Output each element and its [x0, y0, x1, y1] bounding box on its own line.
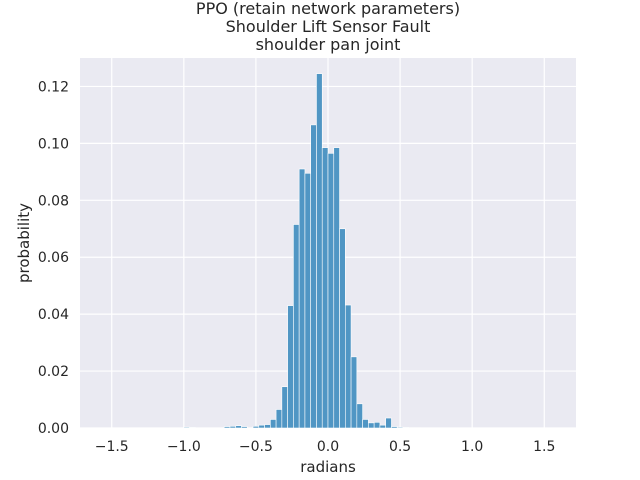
histogram-bar	[189, 427, 196, 429]
x-tick-label: 1.5	[533, 439, 555, 455]
histogram-bar	[396, 426, 404, 429]
histogram-bar	[304, 172, 311, 429]
histogram-bar	[264, 424, 271, 429]
histogram-bar	[270, 419, 277, 429]
y-tick-label: 0.10	[38, 136, 69, 152]
histogram-bar	[275, 409, 283, 429]
histogram-bar	[258, 424, 265, 429]
y-tick-label: 0.00	[38, 421, 69, 437]
histogram-bar	[281, 386, 288, 429]
x-tick-label: −0.5	[239, 439, 273, 455]
histogram-bar	[235, 425, 242, 429]
histogram-bar	[345, 304, 352, 429]
histogram-bar	[356, 403, 363, 429]
histogram-bar	[391, 426, 398, 429]
y-axis-ticks: 0.00 0.02 0.04 0.06 0.08 0.10 0.12	[38, 79, 69, 437]
histogram-bar	[333, 147, 340, 429]
histogram-bar	[379, 424, 386, 429]
x-tick-label: 0.0	[317, 439, 339, 455]
histogram-bar	[293, 224, 300, 429]
histogram-bar	[310, 124, 317, 429]
y-tick-label: 0.08	[38, 193, 69, 209]
histogram-bar	[368, 422, 375, 429]
histogram-bar	[339, 228, 346, 429]
histogram-bar	[402, 427, 410, 429]
chart-title-line-2: Shoulder Lift Sensor Fault	[226, 17, 431, 36]
x-axis-ticks: −1.5 −1.0 −0.5 0.0 0.5 1.0 1.5	[95, 439, 556, 455]
x-tick-label: 0.5	[389, 439, 411, 455]
x-axis-label: radians	[300, 458, 356, 476]
x-tick-label: 1.0	[461, 439, 483, 455]
y-tick-label: 0.06	[38, 250, 69, 266]
histogram-bar	[321, 147, 329, 429]
histogram-bar	[252, 425, 260, 429]
histogram-bar	[385, 417, 392, 429]
histogram-bar	[362, 419, 369, 429]
histogram-bar	[298, 168, 306, 429]
histogram-bar	[223, 426, 231, 429]
y-tick-label: 0.12	[38, 79, 69, 95]
chart-title-line-3: shoulder pan joint	[256, 35, 401, 54]
histogram-bar	[327, 153, 335, 429]
histogram-bar	[229, 425, 237, 429]
y-tick-label: 0.04	[38, 307, 69, 323]
histogram-bar	[241, 426, 248, 429]
histogram-bar	[316, 73, 323, 429]
histogram-bar	[350, 356, 358, 429]
x-tick-label: −1.5	[95, 439, 129, 455]
histogram-bar	[373, 422, 381, 429]
y-tick-label: 0.02	[38, 364, 69, 380]
histogram-bar	[287, 305, 294, 429]
chart-title-line-1: PPO (retain network parameters)	[196, 0, 460, 18]
y-axis-label: probability	[15, 203, 33, 283]
x-tick-label: −1.0	[167, 439, 201, 455]
histogram-bar	[183, 426, 190, 429]
histogram-bars	[183, 73, 421, 429]
